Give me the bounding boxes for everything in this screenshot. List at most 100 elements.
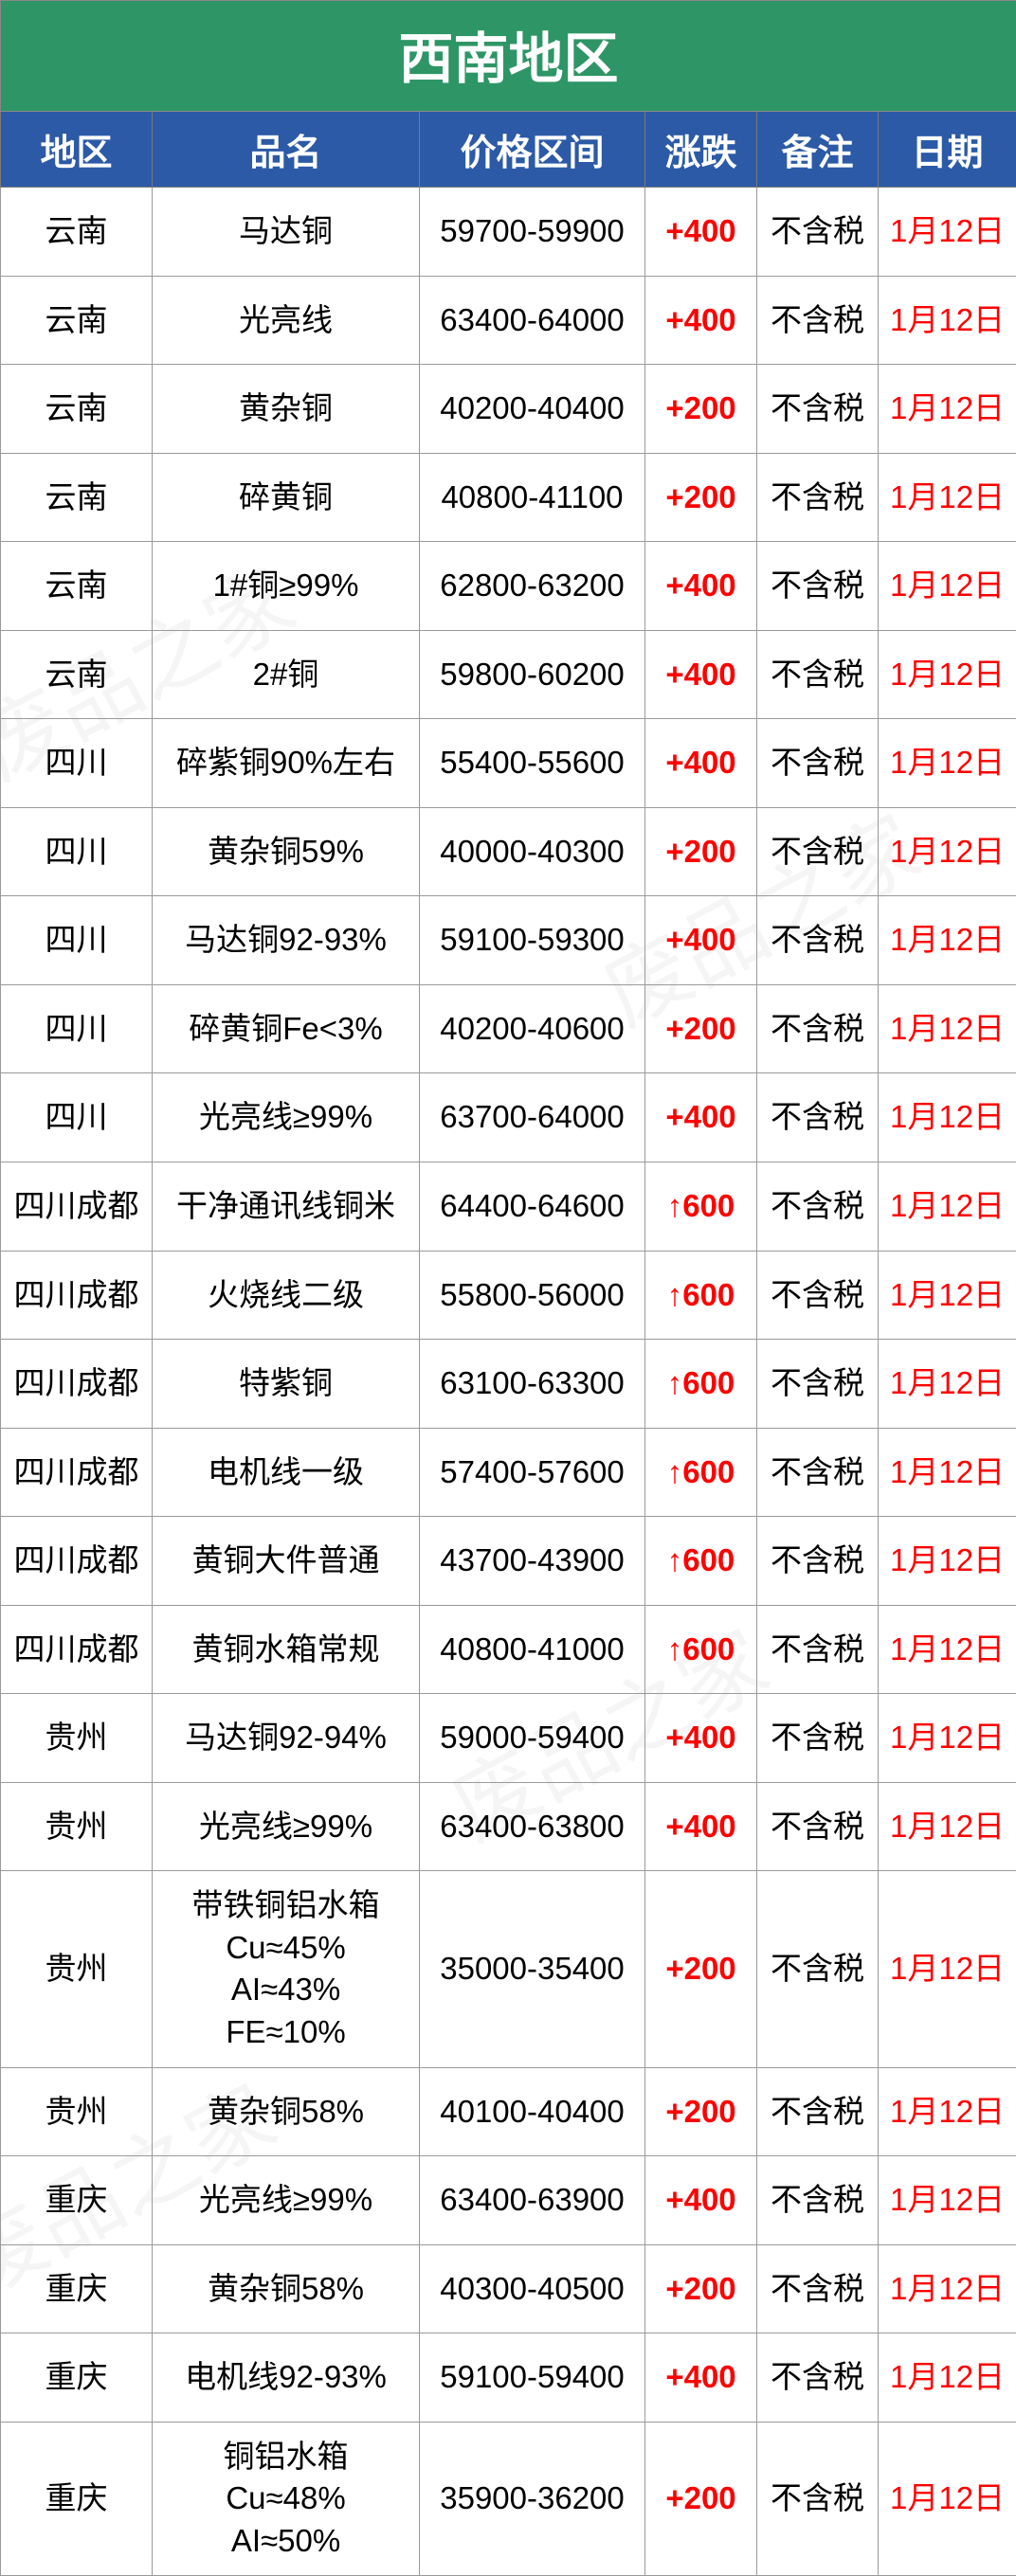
table-row: 重庆电机线92-93%59100-59400+400不含税1月12日 <box>1 2333 1016 2423</box>
cell-change: +200 <box>645 365 757 454</box>
cell-date: 1月12日 <box>879 1428 1016 1517</box>
cell-price: 59100-59400 <box>420 2333 645 2423</box>
cell-date: 1月12日 <box>879 1517 1016 1606</box>
cell-change: +400 <box>645 188 757 277</box>
cell-remark: 不含税 <box>757 2156 879 2245</box>
price-table-container: 西南地区 地区 品名 价格区间 涨跌 备注 日期 云南马达铜59700-5990… <box>0 0 1016 2576</box>
table-row: 贵州带铁铜铝水箱Cu≈45%AI≈43%FE≈10%35000-35400+20… <box>1 1871 1016 2067</box>
cell-price: 40200-40600 <box>420 984 645 1073</box>
cell-price: 35900-36200 <box>420 2422 645 2576</box>
table-row: 重庆黄杂铜58%40300-40500+200不含税1月12日 <box>1 2244 1016 2333</box>
cell-remark: 不含税 <box>757 2067 879 2156</box>
cell-product: 特紫铜 <box>153 1340 420 1429</box>
cell-price: 40800-41000 <box>420 1605 645 1694</box>
cell-remark: 不含税 <box>757 1782 879 1871</box>
cell-date: 1月12日 <box>879 630 1016 719</box>
cell-price: 35000-35400 <box>420 1871 645 2067</box>
cell-region: 贵州 <box>1 1871 153 2067</box>
cell-region: 云南 <box>1 188 153 277</box>
cell-date: 1月12日 <box>879 188 1016 277</box>
cell-date: 1月12日 <box>879 453 1016 542</box>
cell-price: 59000-59400 <box>420 1694 645 1783</box>
cell-date: 1月12日 <box>879 807 1016 896</box>
cell-change: +400 <box>645 896 757 985</box>
cell-price: 40200-40400 <box>420 365 645 454</box>
col-header-change: 涨跌 <box>645 112 757 188</box>
cell-product: 马达铜92-94% <box>153 1694 420 1783</box>
cell-product: 黄杂铜59% <box>153 807 420 896</box>
cell-change: ↑600 <box>645 1605 757 1694</box>
cell-region: 贵州 <box>1 1694 153 1783</box>
cell-change: +200 <box>645 453 757 542</box>
cell-price: 55800-56000 <box>420 1251 645 1340</box>
cell-price: 43700-43900 <box>420 1517 645 1606</box>
cell-change: +400 <box>645 719 757 808</box>
cell-change: +200 <box>645 807 757 896</box>
cell-price: 57400-57600 <box>420 1428 645 1517</box>
cell-change: +200 <box>645 2067 757 2156</box>
cell-remark: 不含税 <box>757 1162 879 1252</box>
cell-change: +400 <box>645 1073 757 1162</box>
cell-change: ↑600 <box>645 1251 757 1340</box>
cell-remark: 不含税 <box>757 1605 879 1694</box>
cell-date: 1月12日 <box>879 2244 1016 2333</box>
cell-region: 四川 <box>1 984 153 1073</box>
cell-price: 59800-60200 <box>420 630 645 719</box>
cell-region: 四川成都 <box>1 1605 153 1694</box>
cell-date: 1月12日 <box>879 1073 1016 1162</box>
cell-remark: 不含税 <box>757 1251 879 1340</box>
cell-product: 黄杂铜58% <box>153 2244 420 2333</box>
table-row: 云南光亮线63400-64000+400不含税1月12日 <box>1 276 1016 365</box>
cell-remark: 不含税 <box>757 188 879 277</box>
cell-date: 1月12日 <box>879 896 1016 985</box>
cell-region: 四川 <box>1 896 153 985</box>
table-row: 四川黄杂铜59%40000-40300+200不含税1月12日 <box>1 807 1016 896</box>
cell-product: 碎黄铜 <box>153 453 420 542</box>
cell-change: +400 <box>645 542 757 631</box>
cell-product: 碎紫铜90%左右 <box>153 719 420 808</box>
cell-region: 贵州 <box>1 1782 153 1871</box>
table-row: 云南马达铜59700-59900+400不含税1月12日 <box>1 188 1016 277</box>
cell-region: 四川成都 <box>1 1340 153 1429</box>
cell-date: 1月12日 <box>879 2333 1016 2423</box>
col-header-product: 品名 <box>153 112 420 188</box>
col-header-remark: 备注 <box>757 112 879 188</box>
table-row: 四川碎紫铜90%左右55400-55600+400不含税1月12日 <box>1 719 1016 808</box>
cell-region: 贵州 <box>1 2067 153 2156</box>
cell-remark: 不含税 <box>757 1871 879 2067</box>
cell-change: ↑600 <box>645 1517 757 1606</box>
cell-change: ↑600 <box>645 1340 757 1429</box>
cell-product: 光亮线 <box>153 276 420 365</box>
cell-date: 1月12日 <box>879 984 1016 1073</box>
cell-product: 马达铜 <box>153 188 420 277</box>
cell-region: 云南 <box>1 276 153 365</box>
cell-remark: 不含税 <box>757 984 879 1073</box>
cell-date: 1月12日 <box>879 2067 1016 2156</box>
cell-date: 1月12日 <box>879 1782 1016 1871</box>
table-row: 重庆光亮线≥99%63400-63900+400不含税1月12日 <box>1 2156 1016 2245</box>
col-header-date: 日期 <box>879 112 1016 188</box>
cell-product: 干净通讯线铜米 <box>153 1162 420 1252</box>
cell-change: ↑600 <box>645 1162 757 1252</box>
cell-change: +200 <box>645 984 757 1073</box>
table-row: 贵州黄杂铜58%40100-40400+200不含税1月12日 <box>1 2067 1016 2156</box>
cell-price: 63400-63900 <box>420 2156 645 2245</box>
cell-change: +200 <box>645 2422 757 2576</box>
cell-product: 火烧线二级 <box>153 1251 420 1340</box>
cell-change: ↑600 <box>645 1428 757 1517</box>
col-header-price: 价格区间 <box>420 112 645 188</box>
cell-remark: 不含税 <box>757 542 879 631</box>
cell-change: +400 <box>645 2333 757 2423</box>
cell-date: 1月12日 <box>879 276 1016 365</box>
cell-product: 电机线一级 <box>153 1428 420 1517</box>
cell-remark: 不含税 <box>757 276 879 365</box>
cell-region: 重庆 <box>1 2333 153 2423</box>
cell-product: 1#铜≥99% <box>153 542 420 631</box>
table-row: 四川成都火烧线二级55800-56000↑600不含税1月12日 <box>1 1251 1016 1340</box>
cell-region: 云南 <box>1 630 153 719</box>
table-row: 四川光亮线≥99%63700-64000+400不含税1月12日 <box>1 1073 1016 1162</box>
cell-product: 马达铜92-93% <box>153 896 420 985</box>
cell-product: 铜铝水箱Cu≈48%AI≈50% <box>153 2422 420 2576</box>
cell-region: 重庆 <box>1 2156 153 2245</box>
cell-date: 1月12日 <box>879 542 1016 631</box>
